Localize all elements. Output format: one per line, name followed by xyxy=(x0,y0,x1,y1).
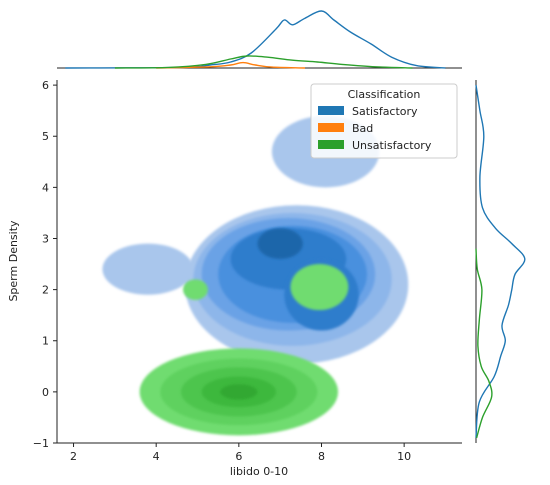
x-tick-label: 6 xyxy=(235,450,242,463)
legend: Classification Satisfactory Bad Unsatisfac… xyxy=(310,83,458,159)
y-tick-label: −1 xyxy=(33,437,49,450)
x-tick-label: 2 xyxy=(70,450,77,463)
y-tick-label: 6 xyxy=(42,79,49,92)
legend-box xyxy=(310,83,458,159)
x-tick-label: 10 xyxy=(397,450,411,463)
x-tick-label: 4 xyxy=(153,450,160,463)
y-tick-label: 3 xyxy=(42,232,49,245)
top-marginal-bad xyxy=(156,61,306,69)
top-marginal-curves xyxy=(65,10,446,69)
legend-title: Classification xyxy=(348,88,421,101)
y-tick-label: 0 xyxy=(42,386,49,399)
y-tick-label: 4 xyxy=(42,181,49,194)
kde-region-unsatisfactory-4 xyxy=(220,384,258,400)
kde-region-satisfactory-8 xyxy=(257,228,303,259)
main-plot: 2 4 6 8 10 −1 0 1 2 3 4 5 6 libido 0-10 Sperm Densi… xyxy=(7,79,462,478)
top-marginal-satisfactory xyxy=(65,10,446,69)
right-marginal-satisfactory xyxy=(475,85,526,438)
kde-region-satisfactory-1 xyxy=(102,243,194,295)
y-tick-label: 1 xyxy=(42,335,49,348)
legend-label: Bad xyxy=(352,122,373,135)
y-axis-ticks: −1 0 1 2 3 4 5 6 xyxy=(33,79,57,450)
kde-region-unsatisfactory-6 xyxy=(183,279,208,300)
legend-swatch-unsatisfactory xyxy=(318,140,344,149)
x-axis-ticks: 2 4 6 8 10 xyxy=(70,443,411,463)
x-tick-label: 8 xyxy=(318,450,325,463)
right-marginal xyxy=(475,80,526,443)
right-marginal-curves xyxy=(475,85,526,439)
x-axis-label: libido 0-10 xyxy=(230,465,288,478)
right-marginal-unsatisfactory xyxy=(475,248,493,439)
kde-density-regions xyxy=(102,115,409,436)
legend-entries: Satisfactory Bad Unsatisfactory xyxy=(318,105,432,152)
legend-swatch-bad xyxy=(318,123,344,132)
y-axis-label: Sperm Density xyxy=(7,220,20,302)
y-tick-label: 5 xyxy=(42,130,49,143)
legend-swatch-satisfactory xyxy=(318,106,344,115)
legend-label: Satisfactory xyxy=(352,105,418,118)
y-tick-label: 2 xyxy=(42,284,49,297)
legend-label: Unsatisfactory xyxy=(352,139,432,152)
top-marginal xyxy=(57,10,462,69)
kde-region-unsatisfactory-5 xyxy=(290,264,349,311)
top-marginal-unsatisfactory xyxy=(114,55,413,69)
